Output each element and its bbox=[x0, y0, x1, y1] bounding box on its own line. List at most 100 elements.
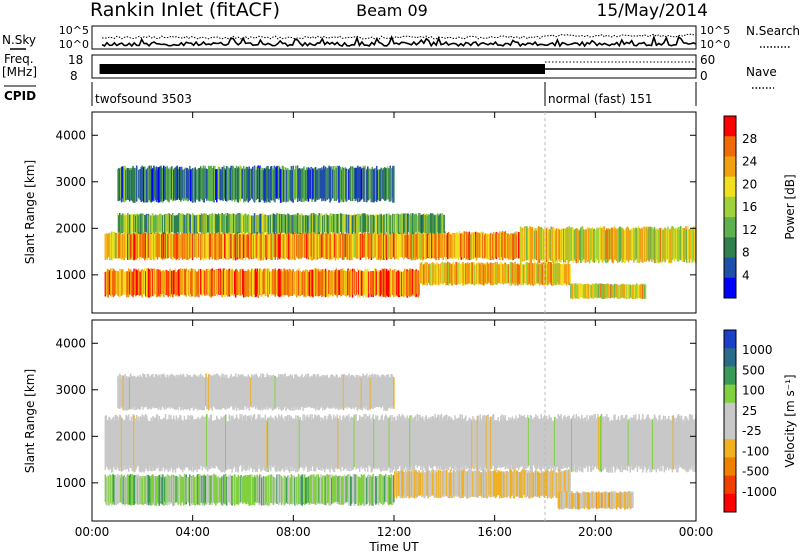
range-cell bbox=[121, 375, 124, 406]
range-cell bbox=[352, 417, 355, 470]
range-cell bbox=[238, 234, 240, 260]
range-cell bbox=[643, 419, 646, 466]
range-cell bbox=[357, 476, 359, 506]
range-cell bbox=[408, 419, 410, 467]
range-cell bbox=[288, 477, 291, 506]
range-cell bbox=[441, 471, 444, 498]
range-cell bbox=[239, 269, 241, 296]
range-cell bbox=[398, 214, 400, 234]
range-cell bbox=[544, 262, 546, 286]
range-cell bbox=[130, 214, 133, 235]
range-cell bbox=[224, 214, 226, 232]
range-cell bbox=[158, 374, 160, 408]
range-cell bbox=[333, 271, 336, 295]
range-cell bbox=[650, 418, 652, 471]
range-cell bbox=[142, 271, 144, 295]
range-cell bbox=[269, 233, 271, 259]
range-cell bbox=[314, 415, 317, 472]
range-cell bbox=[200, 270, 203, 296]
range-cell bbox=[545, 227, 548, 262]
range-cell bbox=[536, 417, 538, 470]
range-cell bbox=[314, 215, 316, 233]
range-cell bbox=[133, 214, 135, 233]
range-cell bbox=[285, 477, 287, 504]
range-cell bbox=[286, 233, 288, 258]
range-cell bbox=[506, 471, 508, 498]
range-cell bbox=[427, 470, 429, 499]
range-cell bbox=[300, 271, 302, 296]
range-cell bbox=[618, 284, 621, 299]
range-cell bbox=[158, 214, 160, 234]
range-cell bbox=[436, 471, 438, 498]
range-cell bbox=[621, 283, 623, 298]
range-cell bbox=[336, 414, 338, 470]
range-cell bbox=[308, 477, 311, 505]
colorbar-swatch bbox=[724, 277, 736, 299]
range-cell bbox=[359, 271, 362, 295]
range-cell bbox=[178, 167, 180, 200]
range-cell bbox=[279, 169, 282, 203]
range-cell bbox=[166, 419, 169, 470]
range-cell bbox=[646, 414, 649, 471]
range-cell bbox=[454, 471, 456, 497]
range-cell bbox=[244, 213, 247, 233]
range-cell bbox=[281, 374, 284, 409]
range-cell bbox=[587, 421, 589, 472]
range-cell bbox=[327, 475, 329, 503]
range-cell bbox=[566, 416, 569, 469]
range-cell bbox=[626, 421, 629, 471]
range-cell bbox=[259, 414, 261, 467]
range-cell bbox=[445, 414, 447, 470]
nsky-traces bbox=[101, 33, 697, 48]
range-cell bbox=[524, 417, 526, 469]
range-cell bbox=[357, 268, 359, 298]
range-cell bbox=[665, 419, 667, 471]
range-cell bbox=[634, 284, 637, 300]
range-cell bbox=[369, 234, 372, 258]
range-cell bbox=[152, 374, 154, 407]
range-cell bbox=[372, 233, 374, 259]
range-cell bbox=[417, 270, 419, 298]
range-cell bbox=[306, 270, 309, 296]
range-cell bbox=[126, 475, 128, 503]
range-cell bbox=[571, 418, 573, 473]
range-cell bbox=[559, 230, 561, 262]
colorbar-frame bbox=[723, 329, 737, 513]
range-cell bbox=[456, 419, 459, 470]
range-cell bbox=[206, 231, 208, 259]
range-cell bbox=[132, 271, 134, 298]
range-cell bbox=[348, 269, 350, 296]
range-cell bbox=[317, 215, 320, 235]
range-cell bbox=[140, 476, 142, 505]
range-cell bbox=[169, 214, 171, 233]
range-cell bbox=[137, 234, 140, 258]
range-cell bbox=[340, 167, 342, 203]
range-cell bbox=[376, 170, 379, 200]
range-cell bbox=[408, 270, 410, 297]
range-cell bbox=[213, 233, 215, 258]
range-cell bbox=[600, 283, 603, 299]
range-cell bbox=[442, 263, 444, 285]
range-cell bbox=[423, 231, 426, 257]
range-cell bbox=[226, 231, 229, 260]
range-cell bbox=[341, 233, 344, 260]
range-cell bbox=[329, 377, 331, 408]
colorbar-frame bbox=[723, 115, 737, 299]
range-cell bbox=[574, 418, 577, 473]
range-cell bbox=[156, 169, 159, 201]
range-cell bbox=[192, 421, 195, 473]
range-cell bbox=[218, 419, 221, 470]
range-cell bbox=[126, 214, 128, 234]
range-cell bbox=[451, 233, 453, 259]
range-cell bbox=[200, 231, 203, 259]
range-cell bbox=[502, 231, 505, 258]
range-cell bbox=[418, 470, 420, 496]
range-cell bbox=[332, 214, 335, 233]
range-cell bbox=[287, 168, 289, 203]
range-cell bbox=[183, 376, 186, 409]
range-cell bbox=[437, 213, 439, 233]
range-cell bbox=[621, 227, 623, 263]
range-cell bbox=[432, 214, 435, 233]
range-cell bbox=[234, 418, 237, 473]
range-cell bbox=[576, 491, 578, 510]
